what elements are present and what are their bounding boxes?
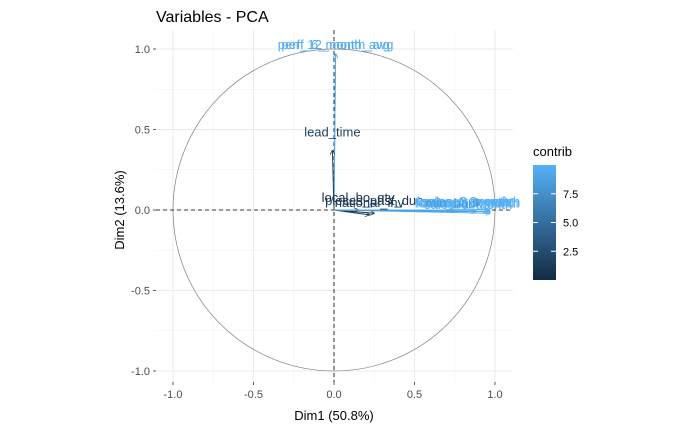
y-axis-title: Dim2 (13.6%)	[112, 170, 127, 249]
label-perf-12-month-avg: perf_12_month_avg	[278, 37, 394, 52]
x-tick-label: 0.5	[407, 389, 422, 401]
arrow-national-inv	[333, 209, 369, 215]
label-sales-9-month: sales_9_month	[424, 197, 512, 212]
y-axis-ticks: -1.0 -0.5 0.0 0.5 1.0	[131, 44, 156, 378]
label-national-inv: national_inv	[335, 195, 405, 210]
x-tick-label: -1.0	[164, 389, 183, 401]
label-local-bo-qty: local_bo_qty	[322, 190, 395, 205]
chart-title: Variables - PCA	[156, 9, 269, 26]
label-forecast-9-month: forecast_9_month	[415, 196, 519, 211]
label-forecast-6-month: forecast_6_month	[416, 196, 520, 211]
x-axis-title: Dim1 (50.8%)	[294, 408, 373, 423]
y-tick-label: 0.0	[135, 205, 150, 217]
legend-title: contrib	[533, 144, 572, 159]
x-axis-ticks: -1.0 -0.5 0.0 0.5 1.0	[164, 382, 503, 401]
legend-tick-label: 7.5	[563, 189, 578, 201]
label-sales-3-month: sales_3_month	[422, 194, 510, 209]
label-lead-time: lead_time	[304, 124, 360, 139]
label-perf-6-month-avg: perf_6_month_avg	[281, 37, 389, 52]
legend: contrib 2.5 5.0 7.5	[533, 144, 578, 280]
x-tick-label: 0.0	[326, 389, 341, 401]
y-tick-label: 0.5	[135, 125, 150, 137]
label-sales-6-month: sales_6_month	[424, 196, 512, 211]
x-tick-label: 1.0	[487, 389, 502, 401]
legend-ticks: 2.5 5.0 7.5	[533, 189, 578, 258]
label-min-bank: min_bank	[425, 196, 482, 211]
arrow-min-bank	[333, 210, 476, 212]
label-forecast-3-month: forecast_3_month	[416, 194, 520, 209]
y-tick-label: -1.0	[131, 366, 150, 378]
label-pieces-past-due: pieces_past_due	[325, 193, 423, 208]
y-tick-label: -0.5	[131, 286, 150, 298]
y-tick-label: 1.0	[135, 44, 150, 56]
x-tick-label: -0.5	[244, 389, 263, 401]
legend-colorbar	[533, 165, 556, 280]
legend-tick-label: 2.5	[563, 246, 578, 258]
variable-arrows	[332, 54, 490, 215]
legend-tick-label: 5.0	[563, 218, 578, 230]
label-sales-1-month: sales_1_month	[421, 194, 509, 209]
arrow-lead-time	[332, 150, 334, 211]
arrow-perf-12-month-avg	[334, 54, 336, 211]
